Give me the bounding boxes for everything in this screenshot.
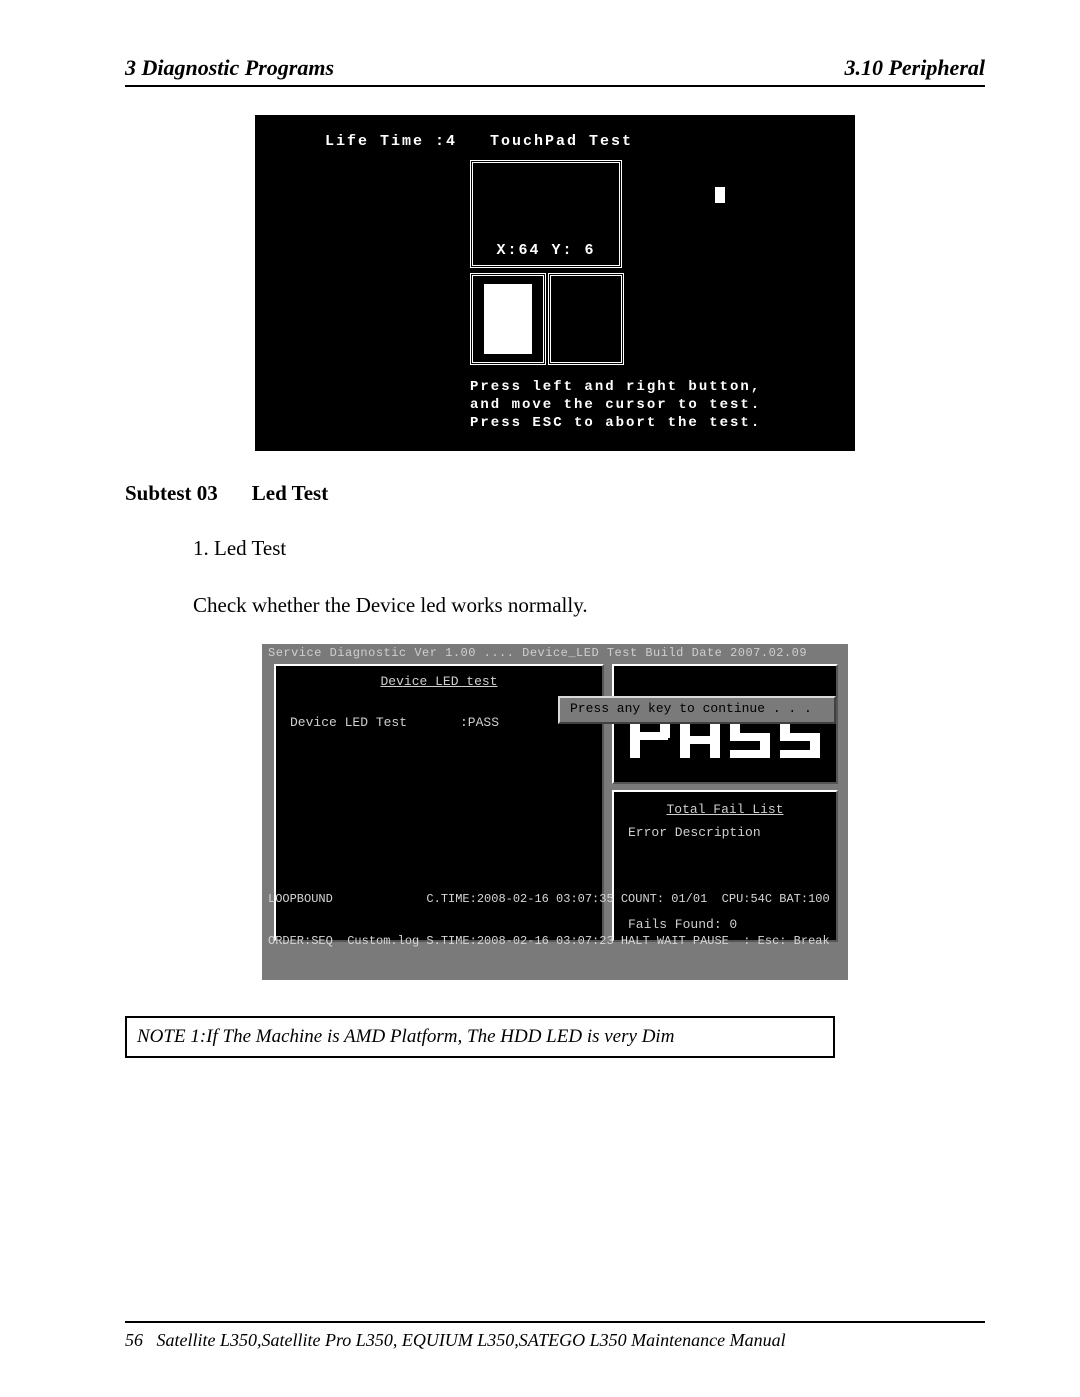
touchpad-right-button (548, 273, 624, 365)
note-box: NOTE 1:If The Machine is AMD Platform, T… (125, 1016, 835, 1058)
led-topline: Service Diagnostic Ver 1.00 .... Device_… (268, 646, 807, 660)
page-number: 56 (125, 1330, 143, 1350)
press-any-key-dialog[interactable]: Press any key to continue . . . (558, 696, 836, 724)
status-line-1: LOOPBOUND C.TIME:2008-02-16 03:07:35 COU… (268, 892, 842, 906)
instr-line-3: Press ESC to abort the test. (470, 414, 761, 432)
footer-rule (125, 1321, 985, 1323)
touchpad-title: TouchPad Test (490, 133, 633, 150)
touchpad-coords: X:64 Y: 6 (496, 242, 595, 259)
instr-line-1: Press left and right button, (470, 378, 761, 396)
header-rule (125, 85, 985, 87)
touchpad-area: X:64 Y: 6 (470, 160, 622, 268)
led-panel-title: Device LED test (290, 674, 588, 689)
fail-cols: Error Description (628, 825, 822, 840)
subtest-name: Led Test (252, 481, 328, 505)
footer: 56 Satellite L350,Satellite Pro L350, EQ… (125, 1330, 985, 1351)
lifetime-label: Life Time :4 (325, 133, 457, 150)
header-left: 3 Diagnostic Programs (125, 55, 334, 81)
touchpad-left-button (470, 273, 546, 365)
instr-line-2: and move the cursor to test. (470, 396, 761, 414)
subtest-heading: Subtest 03 Led Test (125, 481, 985, 506)
cursor-block (715, 187, 725, 203)
touchpad-instructions: Press left and right button, and move th… (470, 378, 761, 432)
led-row-label: Device LED Test (290, 715, 460, 730)
subtest-desc: Check whether the Device led works norma… (193, 593, 985, 618)
status-line-2: ORDER:SEQ Custom.log S.TIME:2008-02-16 0… (268, 934, 842, 948)
fail-title: Total Fail List (628, 802, 822, 817)
footer-text: Satellite L350,Satellite Pro L350, EQUIU… (157, 1330, 786, 1350)
led-status-bar: LOOPBOUND C.TIME:2008-02-16 03:07:35 COU… (268, 864, 842, 976)
touchpad-screenshot: Life Time :4 TouchPad Test X:64 Y: 6 Pre… (255, 115, 855, 451)
led-pass-panel (612, 664, 838, 784)
led-screenshot: Service Diagnostic Ver 1.00 .... Device_… (262, 644, 848, 980)
led-row-status: :PASS (460, 715, 499, 730)
subtest-list-1: 1. Led Test (193, 536, 985, 561)
header-right: 3.10 Peripheral (844, 55, 985, 81)
subtest-num: Subtest 03 (125, 481, 218, 505)
touchpad-buttons (470, 273, 624, 365)
